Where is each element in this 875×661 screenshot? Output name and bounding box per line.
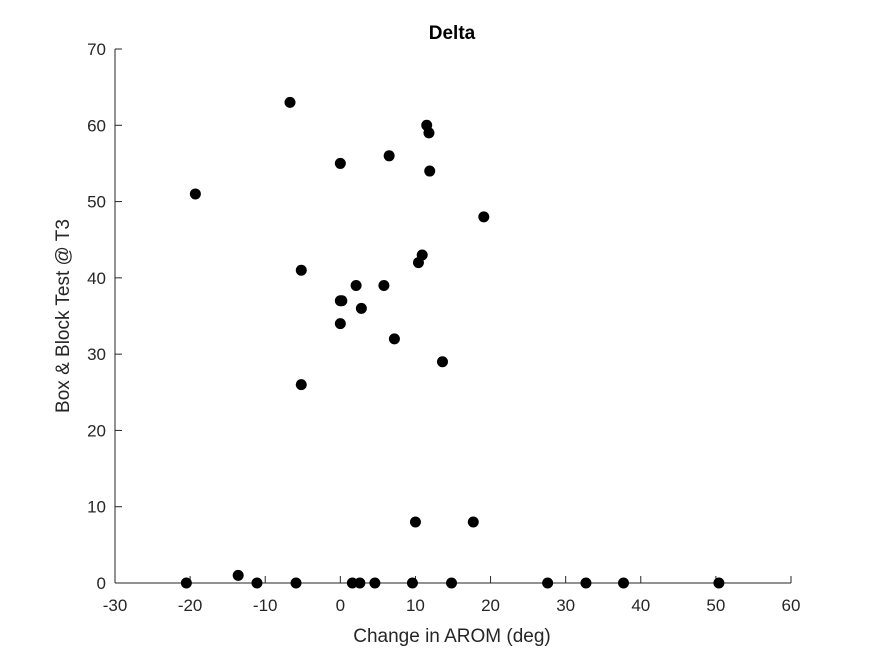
data-point	[713, 577, 725, 589]
y-axis-ticks: 0 10 20 30 40 50 60 70	[87, 40, 122, 593]
x-axis-ticks: -30 -20 -10 0 10 20 30 40 50 60	[103, 576, 801, 615]
data-point	[350, 279, 362, 291]
data-point	[355, 302, 367, 314]
y-tick-label: 40	[87, 269, 106, 288]
data-point	[409, 516, 421, 528]
data-point	[542, 577, 554, 589]
data-point	[412, 257, 424, 269]
data-point	[406, 577, 418, 589]
x-tick-label: 0	[336, 596, 345, 615]
data-point	[618, 577, 630, 589]
data-point	[284, 96, 296, 108]
data-point	[467, 516, 479, 528]
x-tick-label: -10	[253, 596, 278, 615]
x-tick-label: 20	[481, 596, 500, 615]
data-point	[580, 577, 592, 589]
x-tick-label: -20	[178, 596, 203, 615]
y-tick-label: 70	[87, 40, 106, 59]
data-point	[445, 577, 457, 589]
y-tick-label: 20	[87, 421, 106, 440]
x-tick-label: 10	[406, 596, 425, 615]
data-point	[334, 318, 346, 330]
x-tick-label: 60	[782, 596, 801, 615]
x-tick-label: 50	[706, 596, 725, 615]
data-point	[232, 569, 244, 581]
data-point	[336, 295, 348, 307]
x-tick-label: 40	[631, 596, 650, 615]
data-point	[423, 127, 435, 139]
y-tick-label: 0	[97, 574, 106, 593]
y-tick-label: 50	[87, 193, 106, 212]
data-point	[354, 577, 366, 589]
data-point	[388, 333, 400, 345]
y-tick-label: 60	[87, 116, 106, 135]
y-tick-label: 10	[87, 498, 106, 517]
data-point	[436, 356, 448, 368]
data-point	[189, 188, 201, 200]
x-axis-label: Change in AROM (deg)	[353, 626, 551, 647]
x-tick-label: -30	[103, 596, 128, 615]
data-point	[378, 279, 390, 291]
y-tick-label: 30	[87, 345, 106, 364]
data-point	[383, 150, 395, 162]
data-point	[478, 211, 490, 223]
data-point	[290, 577, 302, 589]
data-point	[424, 165, 436, 177]
x-tick-label: 30	[556, 596, 575, 615]
data-point	[334, 157, 346, 169]
chart-title: Delta	[429, 23, 476, 44]
data-points	[180, 96, 725, 589]
y-axis-label: Box & Block Test @ T3	[53, 219, 74, 413]
data-point	[295, 264, 307, 276]
data-point	[251, 577, 263, 589]
data-point	[369, 577, 381, 589]
data-point	[295, 379, 307, 391]
data-point	[180, 577, 192, 589]
